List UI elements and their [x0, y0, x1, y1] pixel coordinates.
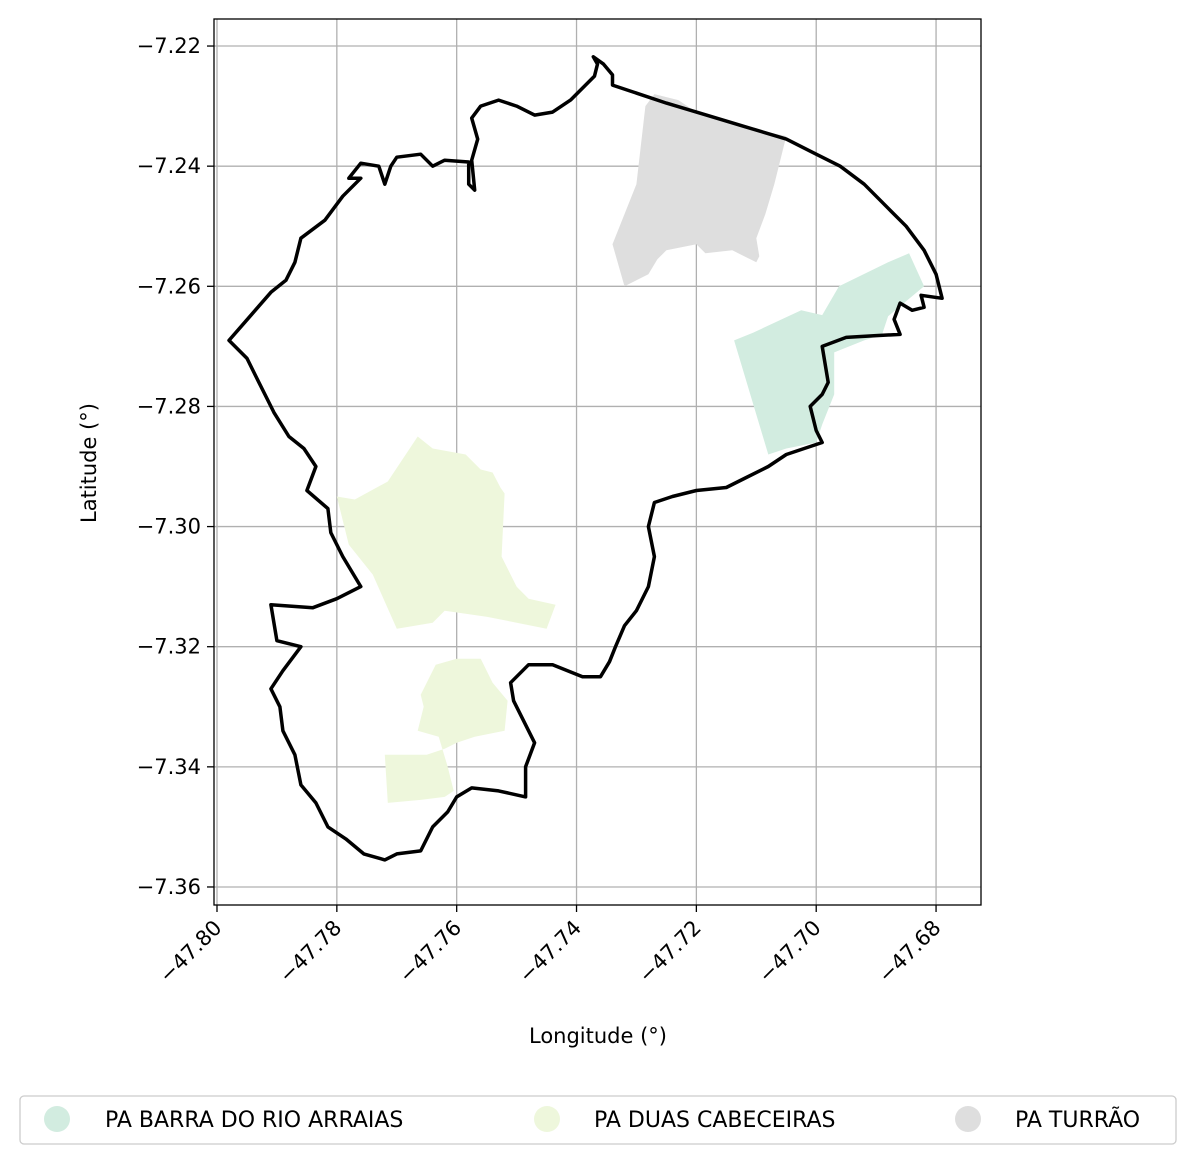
x-tick-label: −47.76	[394, 916, 466, 988]
area-polygon	[336, 436, 556, 629]
legend-label-barra: PA BARRA DO RIO ARRAIAS	[105, 1108, 403, 1133]
x-axis-label: Longitude (°)	[529, 1024, 667, 1048]
legend-marker-duas	[534, 1106, 560, 1132]
legend-frame	[19, 1095, 1177, 1145]
y-tick-label: −7.26	[137, 274, 201, 298]
y-tick-label: −7.28	[137, 394, 201, 418]
x-tick-label: −47.74	[514, 916, 586, 988]
legend-label-turrao: PA TURRÃO	[1015, 1106, 1140, 1133]
map-areas	[336, 94, 925, 803]
x-tick-label: −47.80	[155, 916, 227, 988]
x-tick-label: −47.68	[874, 916, 946, 988]
y-tick-label: −7.22	[137, 34, 201, 58]
x-axis-ticks: −47.80 −47.78 −47.76 −47.74 −47.72 −47.70 −47.…	[155, 905, 946, 987]
x-tick-label: −47.70	[754, 916, 826, 988]
legend: PA BARRA DO RIO ARRAIAS PA DUAS CABECEIR…	[19, 1095, 1177, 1145]
y-tick-label: −7.24	[137, 154, 201, 178]
x-tick-label: −47.78	[274, 916, 346, 988]
legend-marker-barra	[44, 1106, 70, 1132]
x-tick-label: −47.72	[634, 916, 706, 988]
y-axis-ticks: −7.22 −7.24 −7.26 −7.28 −7.30 −7.32 −7.34 −7.36	[137, 34, 214, 899]
area-polygon	[384, 658, 508, 803]
y-tick-label: −7.32	[137, 635, 201, 659]
legend-label-duas: PA DUAS CABECEIRAS	[594, 1108, 836, 1133]
legend-marker-turrao	[955, 1106, 981, 1132]
y-tick-label: −7.36	[137, 875, 201, 899]
y-tick-label: −7.30	[137, 515, 201, 539]
boundary-outline	[227, 55, 944, 862]
y-tick-label: −7.34	[137, 755, 201, 779]
area-polygon	[612, 94, 787, 287]
plot-frame	[213, 18, 982, 906]
municipality-boundary	[227, 55, 944, 862]
grid-lines	[214, 19, 981, 905]
y-axis-label: Latitude (°)	[77, 403, 101, 523]
area-polygon	[734, 253, 925, 455]
